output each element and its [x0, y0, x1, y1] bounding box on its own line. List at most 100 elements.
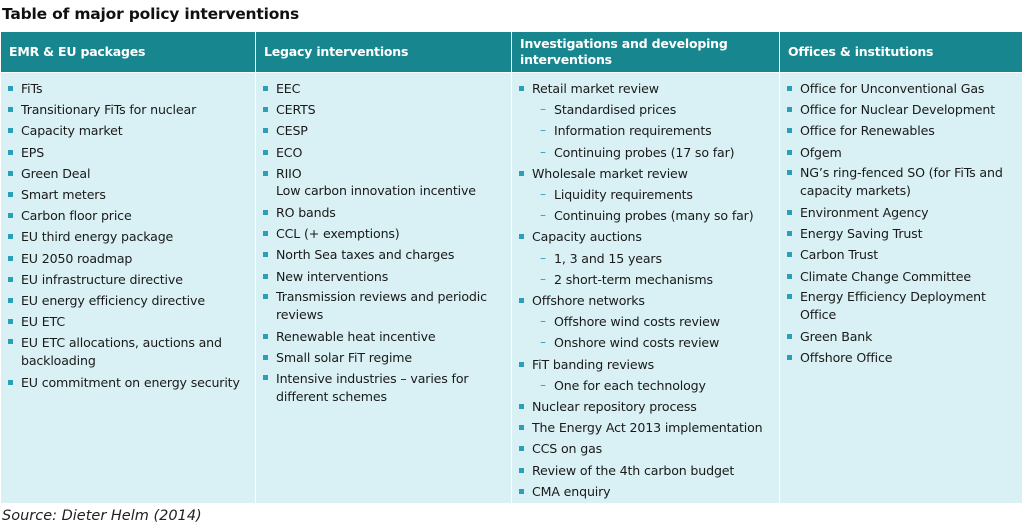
square-bullet-icon	[519, 86, 524, 91]
dash-bullet-icon: –	[540, 102, 546, 117]
sub-list-item: – Continuing probes (many so far)	[512, 205, 779, 226]
list-item-text: EU ETC	[21, 314, 65, 330]
dash-bullet-icon: –	[540, 335, 546, 350]
square-bullet-icon	[519, 234, 524, 240]
list-item: Ofgem	[780, 142, 1022, 163]
sub-list-item-text: Continuing probes (17 so far)	[554, 144, 735, 160]
sub-list-item: –2 short-term mechanisms	[512, 269, 779, 290]
square-bullet-icon	[263, 252, 268, 258]
list-item-text: New interventions	[276, 268, 389, 284]
list-item-text: North Sea taxes and charges	[276, 247, 455, 263]
column-offices: Offices & institutions Office for Unconv…	[779, 32, 1022, 503]
list-item-text: Retail market review	[532, 81, 659, 96]
list-item-text: RO bands	[276, 205, 336, 221]
list-item-continuation: Low carbon innovation incentive	[276, 183, 476, 199]
page-title: Table of major policy interventions	[2, 5, 300, 23]
square-bullet-icon	[519, 446, 524, 452]
list-item: Transitionary FiTs for nuclear	[1, 99, 255, 120]
list-item-text: Office for Unconventional Gas	[800, 81, 985, 96]
square-bullet-icon	[8, 170, 13, 176]
list-item-text: Environment Agency	[800, 205, 929, 220]
square-bullet-icon	[519, 298, 524, 304]
list-item-text: Ofgem	[800, 144, 842, 160]
list-item-text: Green Deal	[21, 165, 91, 181]
list-item-text: Intensive industries – varies for differ…	[276, 371, 469, 405]
list-item-text: The Energy Act 2013 implementation	[532, 420, 763, 436]
sub-list-item: – Onshore wind costs review	[512, 332, 779, 353]
list-item-text: EU ETC allocations, auctions and backloa…	[21, 335, 222, 369]
list-item: Offshore Office	[780, 347, 1022, 368]
source-caption: Source: Dieter Helm (2014)	[2, 508, 202, 524]
list-item: Energy Efficiency Deployment Office	[780, 287, 1022, 326]
list-item: New interventions	[256, 266, 511, 287]
column-header: Investigations and developing interventi…	[512, 32, 779, 72]
sub-list-item-text: 1, 3 and 15 years	[554, 250, 662, 266]
square-bullet-icon	[519, 425, 524, 431]
list-item-text: FiTs	[21, 81, 43, 96]
list-item: Environment Agency	[780, 202, 1022, 223]
sub-list-item-text: Onshore wind costs review	[554, 335, 720, 351]
column-header: Legacy interventions	[256, 32, 511, 72]
list-item-text: Carbon Trust	[800, 247, 879, 263]
list-item-text: Transmission reviews and periodic review…	[276, 289, 487, 323]
square-bullet-icon	[8, 234, 13, 240]
sub-list-item: – One for each technology	[512, 375, 779, 396]
list-item-text: CCS on gas	[532, 441, 603, 457]
square-bullet-icon	[263, 231, 268, 237]
square-bullet-icon	[8, 107, 13, 113]
list-item: Green Bank	[780, 326, 1022, 347]
list-item: Capacity market	[1, 120, 255, 141]
list-item-text: Renewable heat incentive	[276, 329, 436, 345]
square-bullet-icon	[8, 192, 13, 198]
list-item-text: EEC	[276, 81, 301, 96]
dash-bullet-icon: –	[540, 144, 546, 159]
sub-list-item: –1, 3 and 15 years	[512, 248, 779, 269]
list-item: Renewable heat incentive	[256, 326, 511, 347]
column-body: FiTs Transitionary FiTs for nuclear Capaci…	[1, 72, 255, 503]
list-item: EPS	[1, 142, 255, 163]
list-item-text: Offshore networks	[532, 293, 645, 309]
list-item: Retail market review	[512, 78, 779, 99]
list-item-text: Wholesale market review	[532, 165, 688, 181]
sub-list-item: – Information requirements	[512, 120, 779, 141]
list-item: EU commitment on energy security	[1, 372, 255, 393]
list-item-text: ECO	[276, 144, 303, 160]
list-item: Green Deal	[1, 163, 255, 184]
square-bullet-icon	[787, 273, 792, 279]
square-bullet-icon	[8, 128, 13, 134]
column-body: EEC CERTS CESP ECO RIIO Low carbon innovation…	[256, 72, 511, 503]
list-item: EEC	[256, 78, 511, 99]
list-item: Smart meters	[1, 184, 255, 205]
sub-list-item-text: Information requirements	[554, 123, 712, 139]
list-item-text: Review of the 4th carbon budget	[532, 462, 735, 478]
list-item: CERTS	[256, 99, 511, 120]
square-bullet-icon	[787, 355, 792, 361]
square-bullet-icon	[263, 334, 268, 340]
square-bullet-icon	[8, 319, 13, 325]
square-bullet-icon	[8, 339, 13, 345]
list-item: Wholesale market review	[512, 163, 779, 184]
list-item: EU ETC	[1, 311, 255, 332]
square-bullet-icon	[8, 86, 13, 91]
policy-table: EMR & EU packages FiTs Transitionary FiTs…	[1, 32, 1022, 503]
square-bullet-icon	[8, 379, 13, 385]
list-item-text: EU commitment on energy security	[21, 374, 240, 390]
dash-bullet-icon: –	[540, 250, 546, 265]
dash-bullet-icon: –	[540, 208, 546, 223]
list-item: FiTs	[1, 78, 255, 99]
column-emr-eu: EMR & EU packages FiTs Transitionary FiTs…	[1, 32, 255, 503]
list-item: Carbon floor price	[1, 205, 255, 226]
square-bullet-icon	[787, 107, 792, 113]
sub-list-item-text: Standardised prices	[554, 102, 677, 118]
square-bullet-icon	[263, 293, 268, 299]
square-bullet-icon	[787, 293, 792, 299]
sub-list-item: – Standardised prices	[512, 99, 779, 120]
list-item-text: Capacity auctions	[532, 229, 642, 245]
list-item: Transmission reviews and periodic review…	[256, 287, 511, 326]
list-item-text: EU infrastructure directive	[21, 271, 183, 287]
square-bullet-icon	[787, 128, 792, 134]
list-item-text: Smart meters	[21, 187, 106, 203]
list-item: Nuclear repository process	[512, 396, 779, 417]
list-item: Office for Unconventional Gas	[780, 78, 1022, 99]
square-bullet-icon	[263, 355, 268, 361]
